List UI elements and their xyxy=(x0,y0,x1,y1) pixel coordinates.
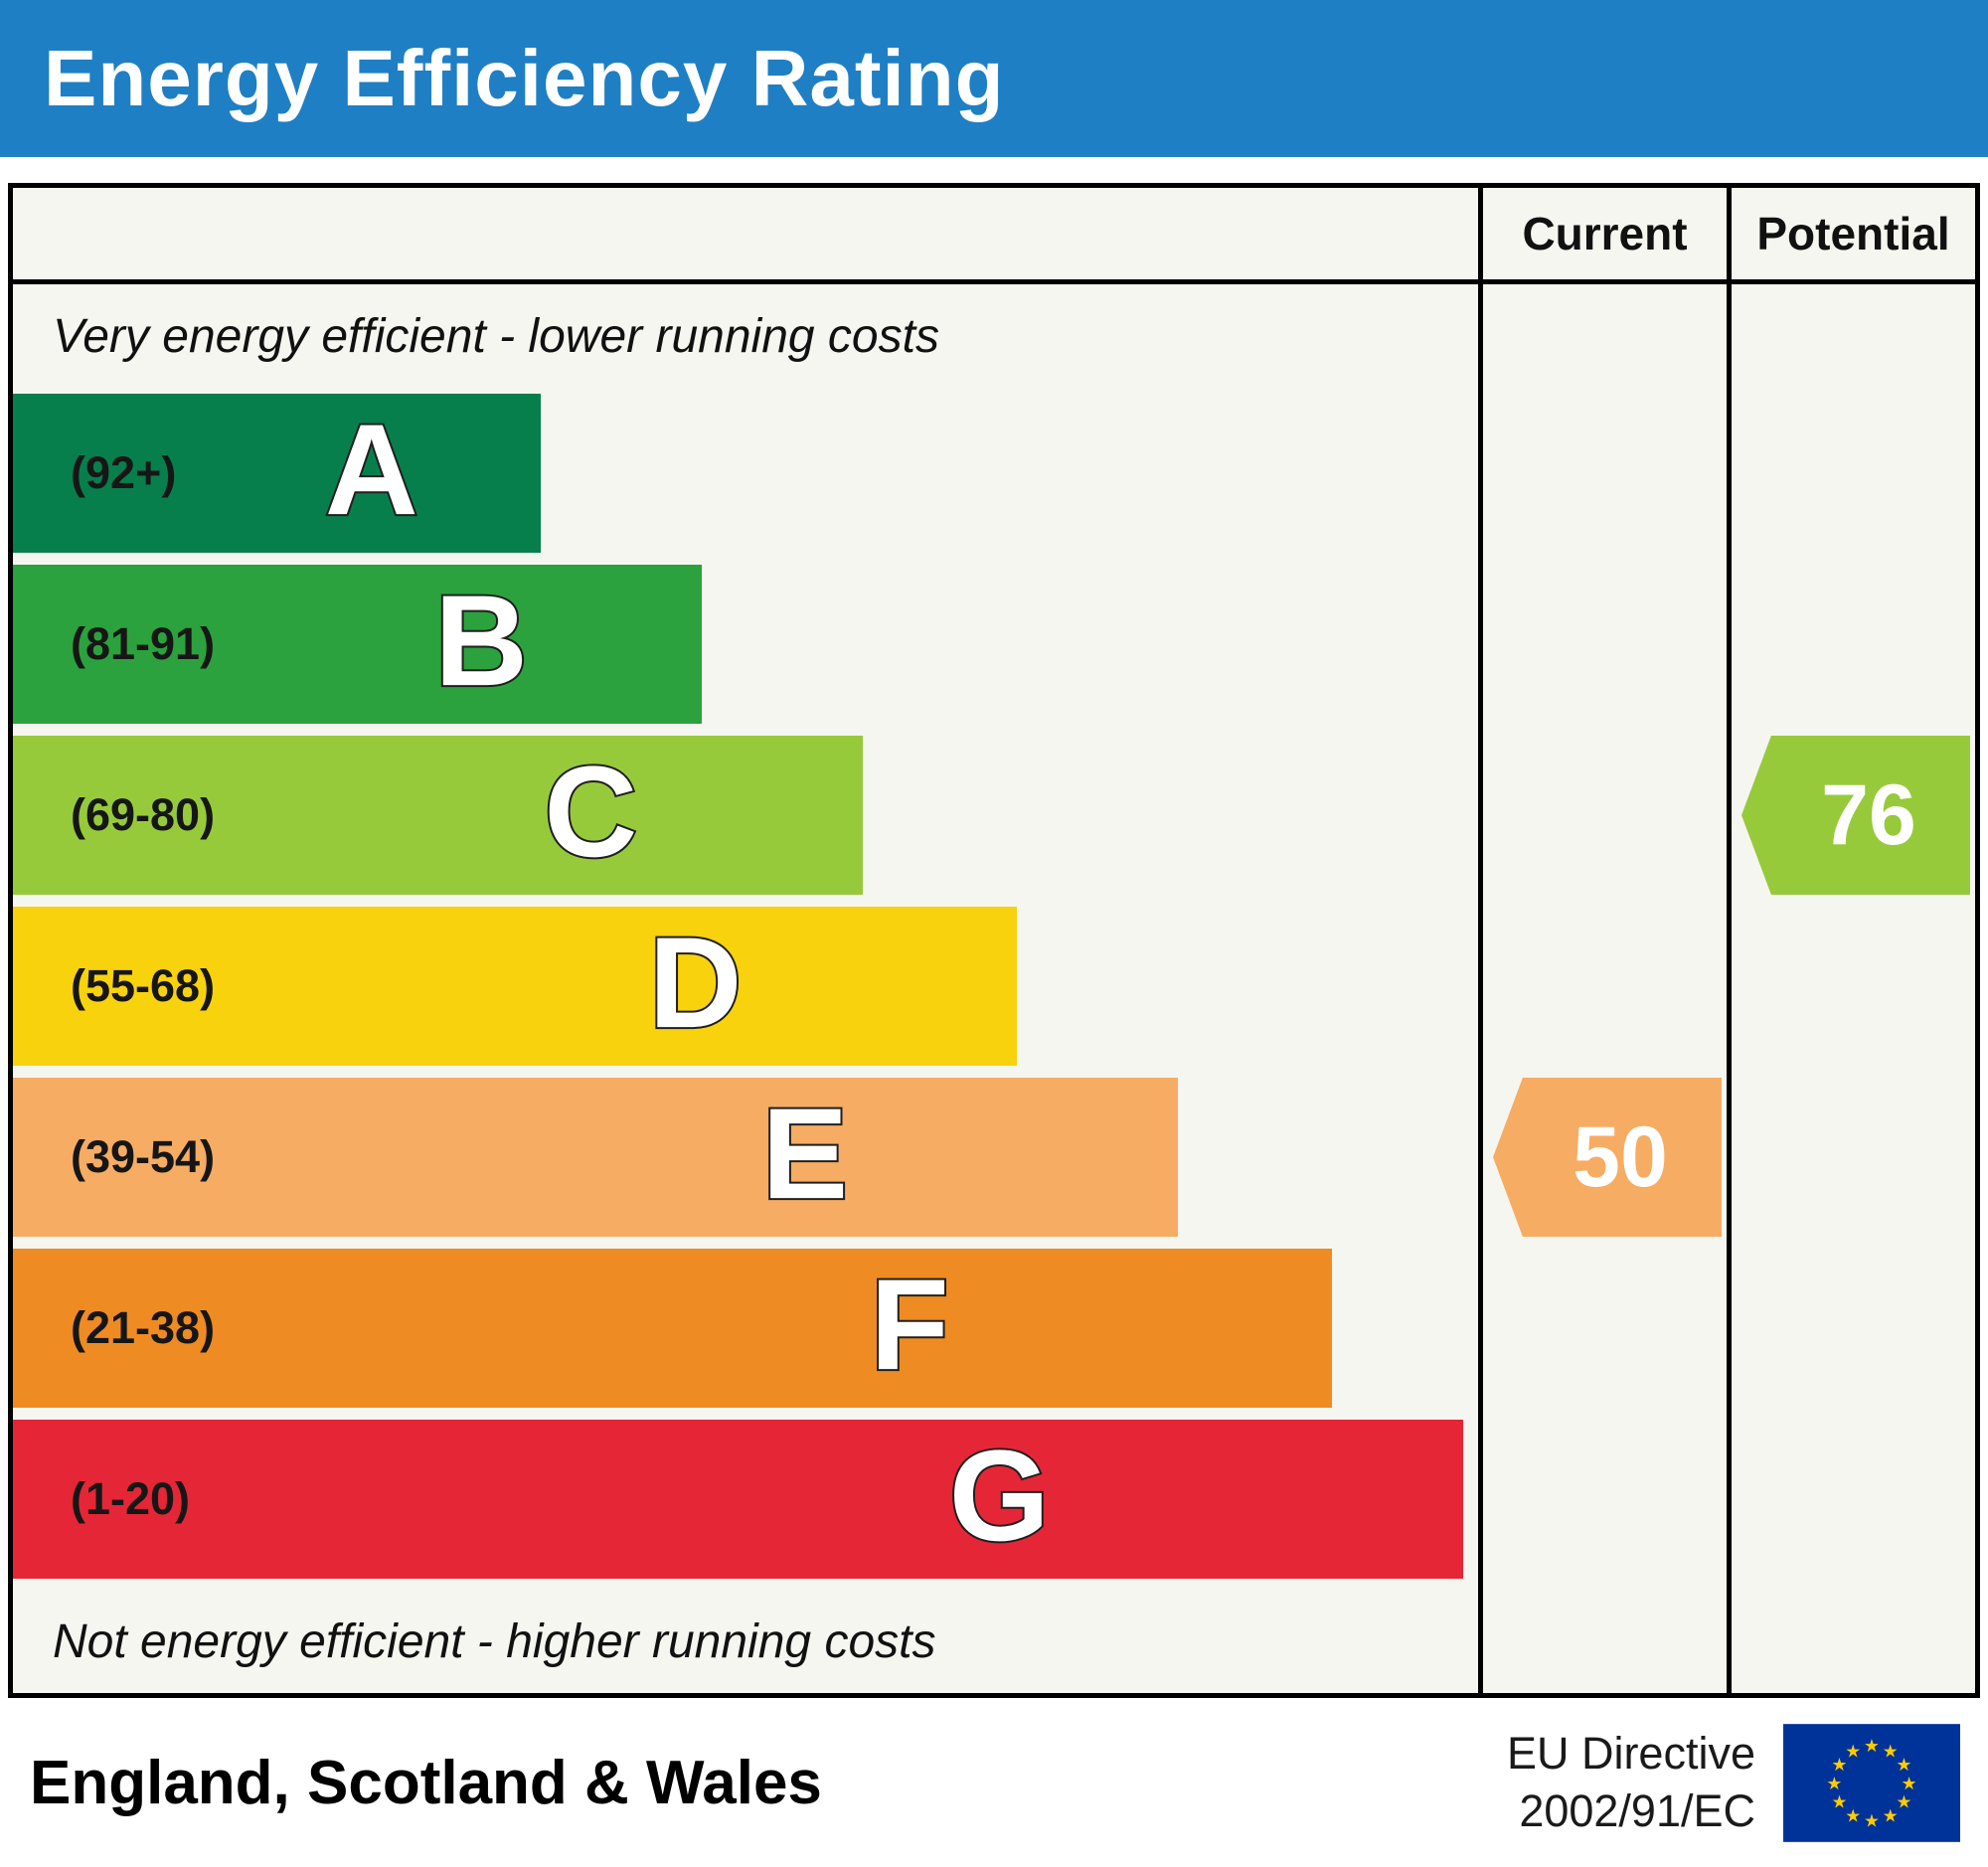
band-range-label: (21-38) xyxy=(71,1302,216,1353)
band-bar-c: (69-80) C xyxy=(13,736,863,895)
eu-directive-line2: 2002/91/EC xyxy=(1519,1785,1755,1836)
svg-text:★: ★ xyxy=(1831,1791,1847,1812)
band-range-label: (81-91) xyxy=(71,618,216,669)
band-bar-e: (39-54) E xyxy=(13,1078,1178,1237)
band-row-e: (39-54) E xyxy=(13,1072,1478,1243)
band-row-d: (55-68) D xyxy=(13,901,1478,1072)
band-letter: D xyxy=(647,910,745,1056)
svg-text:★: ★ xyxy=(1902,1773,1917,1793)
band-range-label: (92+) xyxy=(71,447,177,498)
svg-text:★: ★ xyxy=(1897,1791,1912,1812)
band-row-b: (81-91) B xyxy=(13,559,1478,730)
band-bar-a: (92+) A xyxy=(13,394,541,553)
column-header-spacer xyxy=(13,188,1478,279)
band-letter: E xyxy=(759,1081,850,1227)
eu-flag-field xyxy=(1783,1723,1960,1842)
eu-flag-icon: ★ ★★★★★★★★★★★ xyxy=(1783,1723,1960,1842)
band-bar-d: (55-68) D xyxy=(13,907,1017,1066)
eu-directive-line1: EU Directive xyxy=(1506,1727,1755,1779)
band-bar-g: (1-20) G xyxy=(13,1420,1464,1579)
bottom-caption: Not energy efficient - higher running co… xyxy=(53,1614,936,1668)
band-row-a: (92+) A xyxy=(13,388,1478,559)
eu-directive-label: EU Directive 2002/91/EC xyxy=(1507,1725,1755,1841)
footer: England, Scotland & Wales EU Directive 2… xyxy=(0,1698,1988,1867)
band-letter: F xyxy=(868,1252,950,1398)
potential-column-header: Potential xyxy=(1727,188,1975,279)
bands-column: Very energy efficient - lower running co… xyxy=(13,284,1478,1693)
band-bar-b: (81-91) B xyxy=(13,565,702,724)
potential-rating-column: 76 xyxy=(1727,284,1975,1693)
svg-text:★: ★ xyxy=(1845,1741,1861,1762)
band-letter: B xyxy=(432,568,530,714)
band-range-label: (55-68) xyxy=(71,960,216,1011)
current-column-header: Current xyxy=(1478,188,1727,279)
page-title: Energy Efficiency Rating xyxy=(44,34,1005,122)
svg-text:★: ★ xyxy=(1831,1755,1847,1776)
potential-rating-arrow: 76 xyxy=(1741,736,1970,895)
title-bar: Energy Efficiency Rating xyxy=(0,0,1988,157)
band-range-label: (39-54) xyxy=(71,1131,216,1182)
region-label: England, Scotland & Wales xyxy=(30,1748,822,1817)
top-caption: Very energy efficient - lower running co… xyxy=(53,309,939,363)
current-rating-value: 50 xyxy=(1573,1108,1668,1205)
svg-text:★: ★ xyxy=(1826,1773,1842,1793)
svg-text:★: ★ xyxy=(1864,1736,1880,1757)
band-row-c: (69-80) C xyxy=(13,730,1478,901)
svg-text:★: ★ xyxy=(1883,1805,1899,1826)
band-row-f: (21-38) F xyxy=(13,1243,1478,1414)
chart-body: Very energy efficient - lower running co… xyxy=(13,284,1975,1693)
eu-flag-stars: ★ ★★★★★★★★★★★ xyxy=(1826,1736,1916,1831)
svg-text:★: ★ xyxy=(1864,1810,1880,1831)
band-letter: C xyxy=(542,739,639,885)
band-letter: G xyxy=(947,1423,1052,1569)
potential-rating-value: 76 xyxy=(1821,766,1916,863)
svg-text:★: ★ xyxy=(1897,1755,1912,1776)
band-letter: A xyxy=(323,397,420,543)
current-rating-arrow: 50 xyxy=(1493,1078,1722,1237)
current-rating-column: 50 xyxy=(1478,284,1727,1693)
band-range-label: (1-20) xyxy=(71,1473,191,1524)
chart-box: Current Potential Very energy efficient … xyxy=(8,183,1980,1698)
band-range-label: (69-80) xyxy=(71,789,216,840)
band-row-g: (1-20) G xyxy=(13,1414,1478,1585)
column-header-row: Current Potential xyxy=(13,188,1975,284)
svg-text:★: ★ xyxy=(1845,1805,1861,1826)
svg-text:★: ★ xyxy=(1883,1741,1899,1762)
band-bar-f: (21-38) F xyxy=(13,1249,1332,1408)
